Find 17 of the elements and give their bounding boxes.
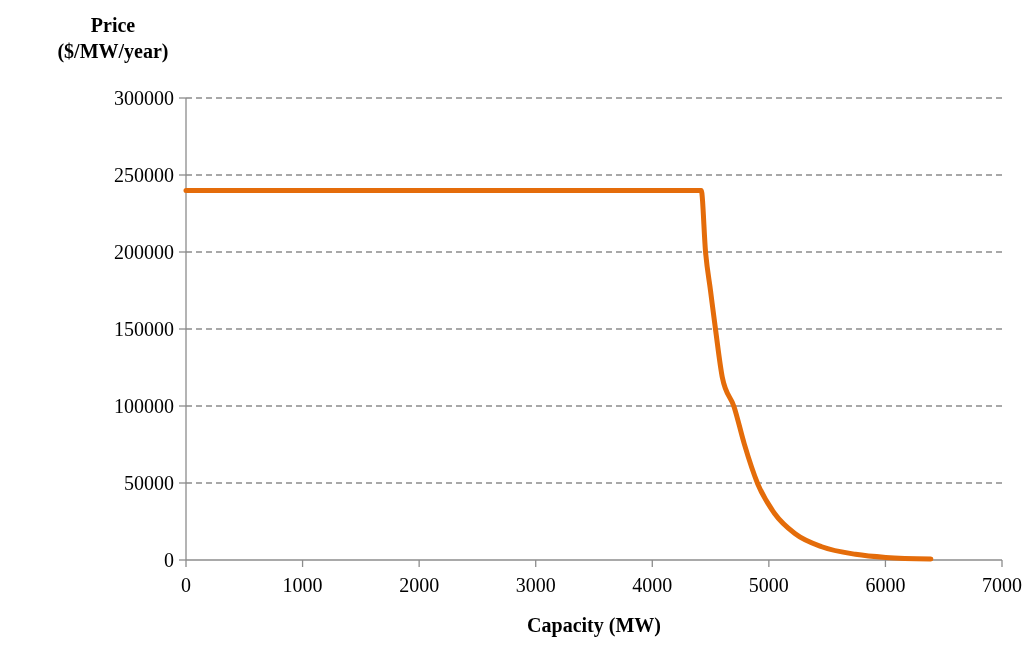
x-tick-label: 2000: [399, 574, 440, 596]
y-axis-title: Price ($/MW/year): [57, 14, 169, 63]
x-tick-label: 0: [181, 574, 191, 596]
x-tick-label: 3000: [515, 574, 556, 596]
x-tick-label: 5000: [748, 574, 789, 596]
x-tick-label: 4000: [632, 574, 673, 596]
y-tick-label: 50000: [124, 472, 174, 494]
x-tick-label: 7000: [982, 574, 1022, 596]
y-tick-label: 250000: [114, 164, 174, 186]
y-tick-label: 100000: [114, 395, 174, 417]
y-tick-label: 150000: [114, 318, 174, 340]
x-tick-label: 6000: [865, 574, 906, 596]
x-axis-title: Capacity (MW): [527, 614, 661, 637]
y-tick-label: 300000: [114, 87, 174, 109]
y-tick-label: 0: [164, 549, 174, 571]
y-tick-label: 200000: [114, 241, 174, 263]
x-tick-label: 1000: [282, 574, 323, 596]
